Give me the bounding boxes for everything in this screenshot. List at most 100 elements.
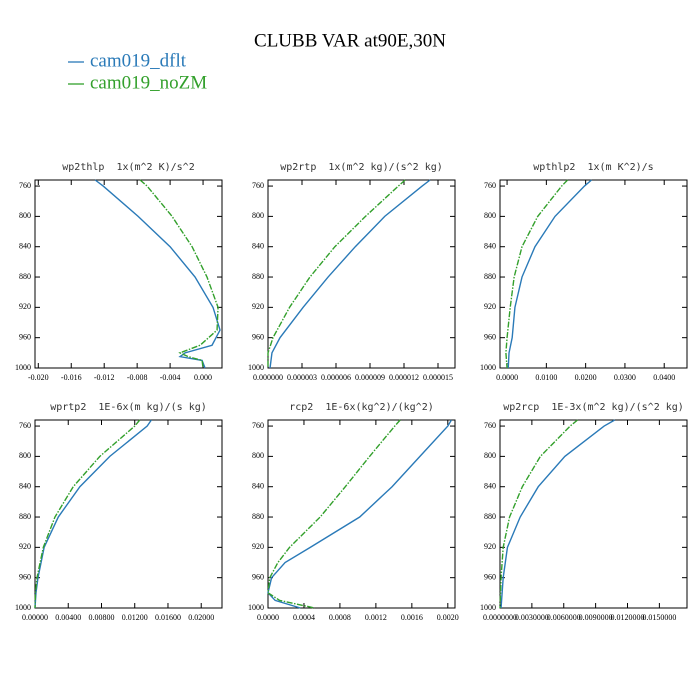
y-tick-label: 1000 [15,603,31,612]
y-tick-label: 1000 [480,603,496,612]
plot-frame [267,179,456,369]
x-tick-label: 0.0200 [575,373,597,382]
profile-line [507,179,592,369]
profile-line [34,419,141,609]
y-tick-label: 880 [19,272,31,281]
panel-title: wprtp2 1E-6x(m kg)/(s kg) [50,402,207,413]
x-tick-label: 0.0060000 [547,613,581,622]
y-tick-label: 880 [252,512,264,521]
y-tick-label: 1000 [248,603,264,612]
x-tick-label: 0.0090000 [579,613,613,622]
x-tick-label: 0.000 [194,373,212,382]
y-tick-label: 920 [19,302,31,311]
y-tick-label: 880 [19,512,31,521]
x-tick-label: 0.0150000 [642,613,676,622]
y-tick-label: 960 [484,573,496,582]
x-tick-label: 0.0400 [653,373,675,382]
x-tick-label: 0.02000 [188,613,214,622]
x-tick-label: 0.000000 [253,373,283,382]
profile-line [139,179,219,369]
x-tick-label: 0.0000 [496,373,518,382]
x-tick-label: 0.000012 [389,373,419,382]
x-tick-label: 0.000015 [423,373,453,382]
y-tick-label: 960 [252,333,264,342]
x-tick-label: 0.01200 [122,613,148,622]
y-tick-label: 800 [252,211,264,220]
profile-line [267,179,406,368]
y-tick-label: 800 [19,211,31,220]
profile-line [269,179,431,369]
profile-line [505,179,569,369]
y-tick-label: 760 [252,181,264,190]
legend-entry: cam019_dflt [90,50,187,71]
x-tick-label: 0.0004 [293,613,315,622]
y-tick-label: 760 [19,421,31,430]
y-tick-label: 800 [252,451,264,460]
y-tick-label: 920 [252,542,264,551]
profile-line [500,419,616,609]
y-tick-label: 840 [484,482,496,491]
y-tick-label: 760 [252,421,264,430]
panel-title: wp2rtp 1x(m^2 kg)/(s^2 kg) [280,162,443,173]
profile-line [499,419,579,609]
y-tick-label: 960 [484,333,496,342]
profile-line [267,419,401,609]
plot-frame [34,419,223,609]
y-tick-label: 960 [19,573,31,582]
y-tick-label: 760 [484,421,496,430]
y-tick-label: 920 [252,302,264,311]
x-tick-label: 0.000009 [355,373,385,382]
x-tick-label: -0.004 [160,373,181,382]
x-tick-label: -0.020 [28,373,49,382]
y-tick-label: 840 [19,482,31,491]
y-tick-label: 760 [19,181,31,190]
x-tick-label: 0.00000 [22,613,48,622]
profile-line [267,419,453,609]
x-tick-label: 0.0120000 [611,613,645,622]
panel-title: wp2rcp 1E-3x(m^2 kg)/(s^2 kg) [503,402,684,413]
plot-frame [34,179,223,369]
profile-line [94,179,221,369]
y-tick-label: 880 [252,272,264,281]
y-tick-label: 920 [19,542,31,551]
x-tick-label: 0.0020 [437,613,459,622]
y-tick-label: 800 [484,211,496,220]
y-tick-label: 840 [252,242,264,251]
x-tick-label: 0.0000000 [483,613,517,622]
x-tick-label: 0.0300 [614,373,636,382]
y-tick-label: 1000 [248,363,264,372]
panel-title: wp2thlp 1x(m^2 K)/s^2 [62,162,194,173]
x-tick-label: 0.0030000 [515,613,549,622]
x-tick-label: 0.0016 [401,613,423,622]
y-tick-label: 760 [484,181,496,190]
x-tick-label: 0.01600 [155,613,181,622]
chart-title: CLUBB VAR at90E,30N [254,30,446,51]
plot-frame [267,419,456,609]
y-tick-label: 840 [484,242,496,251]
x-tick-label: 0.0100 [535,373,557,382]
x-tick-label: 0.0000 [257,613,279,622]
plot-frame [499,179,688,369]
x-tick-label: 0.000006 [321,373,351,382]
y-tick-label: 960 [252,573,264,582]
y-tick-label: 800 [19,451,31,460]
y-tick-label: 920 [484,302,496,311]
y-tick-label: 1000 [480,363,496,372]
y-tick-label: 960 [19,333,31,342]
y-tick-label: 800 [484,451,496,460]
y-tick-label: 840 [252,482,264,491]
x-tick-label: -0.012 [94,373,115,382]
panel-title: rcp2 1E-6x(kg^2)/(kg^2) [289,402,434,413]
x-tick-label: -0.008 [127,373,148,382]
x-tick-label: 0.000003 [287,373,317,382]
y-tick-label: 920 [484,542,496,551]
y-tick-label: 880 [484,512,496,521]
x-tick-label: 0.00800 [88,613,114,622]
x-tick-label: 0.0008 [329,613,351,622]
x-tick-label: 0.0012 [365,613,387,622]
panel-title: wpthlp2 1x(m K^2)/s [533,162,653,173]
y-tick-label: 840 [19,242,31,251]
y-tick-label: 880 [484,272,496,281]
